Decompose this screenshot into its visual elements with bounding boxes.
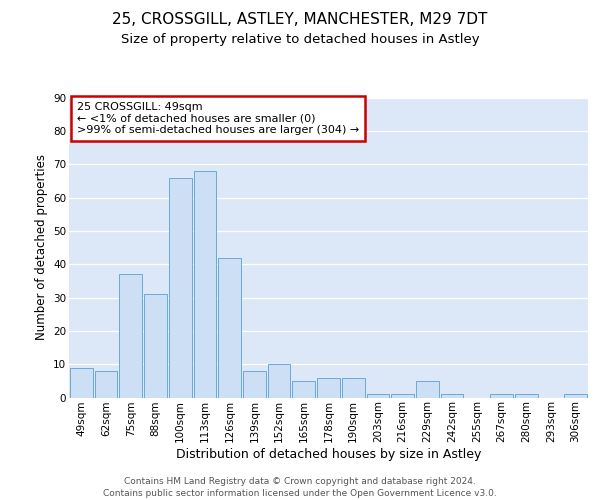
Text: 25 CROSSGILL: 49sqm
← <1% of detached houses are smaller (0)
>99% of semi-detach: 25 CROSSGILL: 49sqm ← <1% of detached ho… <box>77 102 359 135</box>
Text: Contains public sector information licensed under the Open Government Licence v3: Contains public sector information licen… <box>103 488 497 498</box>
Bar <box>70 368 93 398</box>
Bar <box>564 394 587 398</box>
Bar <box>169 178 191 398</box>
Text: 25, CROSSGILL, ASTLEY, MANCHESTER, M29 7DT: 25, CROSSGILL, ASTLEY, MANCHESTER, M29 7… <box>112 12 488 28</box>
Bar <box>342 378 365 398</box>
Y-axis label: Number of detached properties: Number of detached properties <box>35 154 47 340</box>
Bar <box>441 394 463 398</box>
Bar <box>119 274 142 398</box>
Bar <box>367 394 389 398</box>
Bar <box>194 171 216 398</box>
Bar <box>416 381 439 398</box>
Text: Contains HM Land Registry data © Crown copyright and database right 2024.: Contains HM Land Registry data © Crown c… <box>124 477 476 486</box>
Bar <box>144 294 167 398</box>
Bar <box>268 364 290 398</box>
Bar <box>317 378 340 398</box>
Bar <box>292 381 315 398</box>
Bar <box>243 371 266 398</box>
Bar <box>490 394 513 398</box>
X-axis label: Distribution of detached houses by size in Astley: Distribution of detached houses by size … <box>176 448 481 461</box>
Bar <box>391 394 414 398</box>
Bar <box>515 394 538 398</box>
Bar <box>218 258 241 398</box>
Bar <box>95 371 118 398</box>
Text: Size of property relative to detached houses in Astley: Size of property relative to detached ho… <box>121 32 479 46</box>
